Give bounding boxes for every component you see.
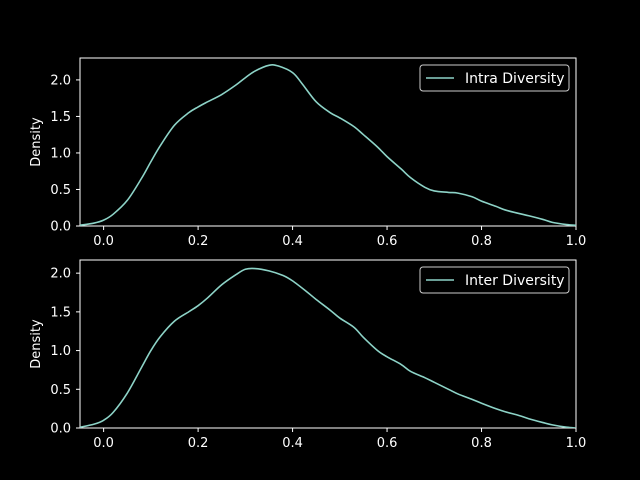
- intra-x-tick-label: 0.4: [282, 234, 303, 249]
- inter-density-line: [80, 267, 576, 428]
- inter-x-tick-label: 0.4: [282, 436, 303, 451]
- inter-x-tick-label: 0.2: [188, 436, 209, 451]
- inter-legend: Inter Diversity: [419, 266, 570, 294]
- intra-x-tick-label: 1.0: [566, 234, 587, 249]
- intra-axes-frame: [79, 57, 577, 227]
- intra-density-line: [80, 64, 576, 226]
- inter-y-tick-label: 0.5: [50, 383, 71, 398]
- intra-y-tick-label: 0.5: [50, 183, 71, 198]
- inter-axes-frame: [79, 259, 577, 429]
- intra-diversity-panel: 0.0 0.2 0.4 0.6 0.8 1.0 0.0 0.5 1.0 1.5 2.0 Density…: [29, 57, 587, 249]
- intra-legend: Intra Diversity: [419, 64, 570, 92]
- intra-legend-box: [419, 64, 570, 92]
- intra-x-tick-label: 0.6: [377, 234, 398, 249]
- inter-x-tick-label: 0.8: [471, 436, 492, 451]
- inter-diversity-panel: 0.0 0.2 0.4 0.6 0.8 1.0 0.0 0.5 1.0 1.5 2.0 Density…: [29, 259, 587, 451]
- intra-x-tick-label: 0.8: [471, 234, 492, 249]
- inter-legend-box: [419, 266, 570, 294]
- inter-y-tick-label: 1.5: [50, 305, 71, 320]
- intra-y-tick-label: 0.0: [50, 220, 71, 235]
- intra-legend-label: Intra Diversity: [465, 71, 565, 87]
- inter-x-tick-label: 0.0: [93, 436, 114, 451]
- inter-legend-label: Inter Diversity: [465, 273, 565, 289]
- inter-x-tick-label: 1.0: [566, 436, 587, 451]
- intra-x-tick-label: 0.2: [188, 234, 209, 249]
- inter-y-tick-label: 2.0: [50, 267, 71, 282]
- intra-y-tick-label: 1.5: [50, 110, 71, 125]
- intra-y-tick-label: 1.0: [50, 146, 71, 161]
- inter-y-axis-label: Density: [29, 319, 44, 369]
- inter-y-tick-label: 0.0: [50, 422, 71, 437]
- inter-y-tick-label: 1.0: [50, 344, 71, 359]
- intra-x-tick-label: 0.0: [93, 234, 114, 249]
- inter-x-tick-label: 0.6: [377, 436, 398, 451]
- intra-y-axis-label: Density: [29, 117, 44, 167]
- intra-y-tick-label: 2.0: [50, 73, 71, 88]
